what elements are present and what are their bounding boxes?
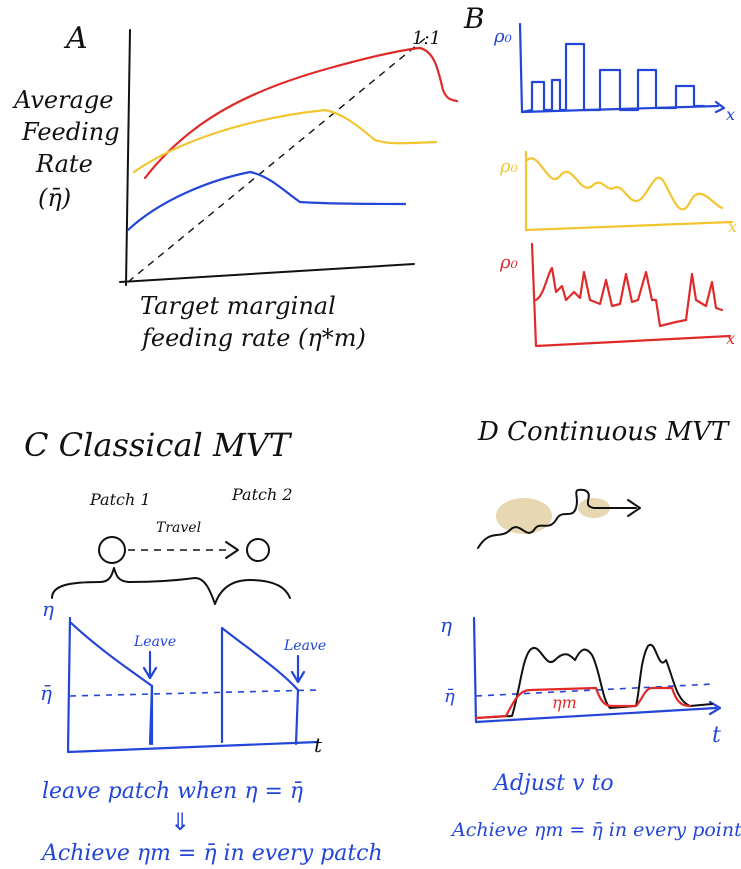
panel-b-letter: B (463, 2, 485, 35)
panel-c-patch2-label: Patch 2 (231, 485, 293, 504)
panel-a-xlabel-1: Target marginal (140, 292, 336, 320)
panel-a-blue-curve (126, 170, 407, 232)
travel-arrow-head (225, 541, 239, 559)
panel-d-y-label: η (440, 613, 452, 637)
panel-a-identity-line (127, 35, 429, 283)
panel-c-title: C Classical MVT (24, 426, 293, 464)
panel-d-achieve: Achieve ηm = η̄ in every point (450, 819, 741, 841)
panel-d-x-label: t (712, 723, 721, 748)
panel-c-sawtooth (68, 620, 300, 746)
panel-c-leave-arrow-1 (142, 650, 158, 680)
panel-d-mean-label: η̄ (444, 686, 455, 707)
movement-arrow-head (627, 499, 641, 517)
panel-d-axes (472, 616, 718, 724)
panel-c-mean-label: η̄ (40, 681, 52, 705)
panel-c-brace (51, 567, 291, 605)
panel-c-axes (66, 616, 320, 754)
panel-c-leave-arrow-2 (290, 654, 306, 684)
panel-d-marginal-curve (474, 686, 692, 720)
panel-b-yellow-axes (524, 150, 734, 232)
panel-c-mean-line (69, 689, 319, 697)
panel-c-rule: leave patch when η = η̄ (42, 779, 303, 804)
panel-c-patch1-label: Patch 1 (89, 490, 151, 509)
panel-d-x-arrow (708, 700, 722, 716)
panel-c-travel-label: Travel (156, 520, 201, 536)
panel-a-yellow-curve (132, 108, 438, 174)
panel-d: D Continuous MVT η η̄ t ηm Adjust v to A… (440, 417, 741, 841)
resource-patch-1 (496, 498, 552, 534)
panel-a-ylabel-3: Rate (35, 150, 93, 178)
panel-c-leave-2: Leave (283, 638, 326, 654)
panel-b-blue-ylabel: ρ₀ (493, 26, 512, 47)
panel-a-ylabel-2: Feeding (21, 118, 120, 146)
panel-a: A Average Feeding Rate (η̄) 1:1 Target m… (12, 21, 459, 352)
panel-c-x-label: t (314, 733, 323, 757)
patch-1-circle (98, 536, 126, 564)
panel-b-red-axes (530, 242, 732, 348)
panel-b-yellow-ylabel: ρ₀ (499, 156, 518, 177)
panel-d-eta-m-label: ηm (552, 693, 577, 712)
panel-a-letter: A (63, 21, 88, 56)
panel-a-red-curve (143, 46, 459, 180)
panel-b-blue-arrow (714, 100, 726, 114)
panel-c-implies: ⇓ (170, 808, 190, 836)
panel-b-red-ylabel: ρ₀ (499, 252, 518, 273)
panel-c-y-label: η (42, 597, 54, 621)
panel-d-feeding-curve (475, 643, 713, 719)
patch-2-circle (246, 538, 270, 562)
panel-b-red-curve (534, 266, 724, 328)
panel-c-achieve: Achieve ηm = η̄ in every patch (40, 841, 383, 866)
panel-a-x-axis (119, 263, 415, 283)
panel-b-red-xlabel: x (726, 329, 735, 348)
panel-b-blue-bars (520, 42, 706, 114)
panel-a-identity-label: 1:1 (412, 28, 441, 49)
panel-a-ylabel-1: Average (12, 86, 113, 114)
movement-trajectory (477, 488, 637, 549)
panel-b-yellow-xlabel: x (728, 217, 737, 236)
panel-a-xlabel-2: feeding rate (η*m) (140, 324, 366, 352)
panel-a-y-axis (125, 29, 131, 286)
panel-d-mean-line (475, 683, 715, 697)
panel-d-rule: Adjust v to (492, 771, 614, 796)
panel-a-ylabel-4: (η̄) (38, 184, 71, 212)
panel-b: B ρ₀ x ρ₀ x ρ₀ x (463, 2, 737, 348)
panel-b-blue-xlabel: x (726, 105, 735, 124)
panel-d-title: D Continuous MVT (477, 417, 730, 447)
panel-c: C Classical MVT Patch 1 Patch 2 Travel η… (24, 426, 383, 866)
panel-b-yellow-curve (525, 157, 724, 211)
panel-c-leave-1: Leave (133, 634, 176, 650)
